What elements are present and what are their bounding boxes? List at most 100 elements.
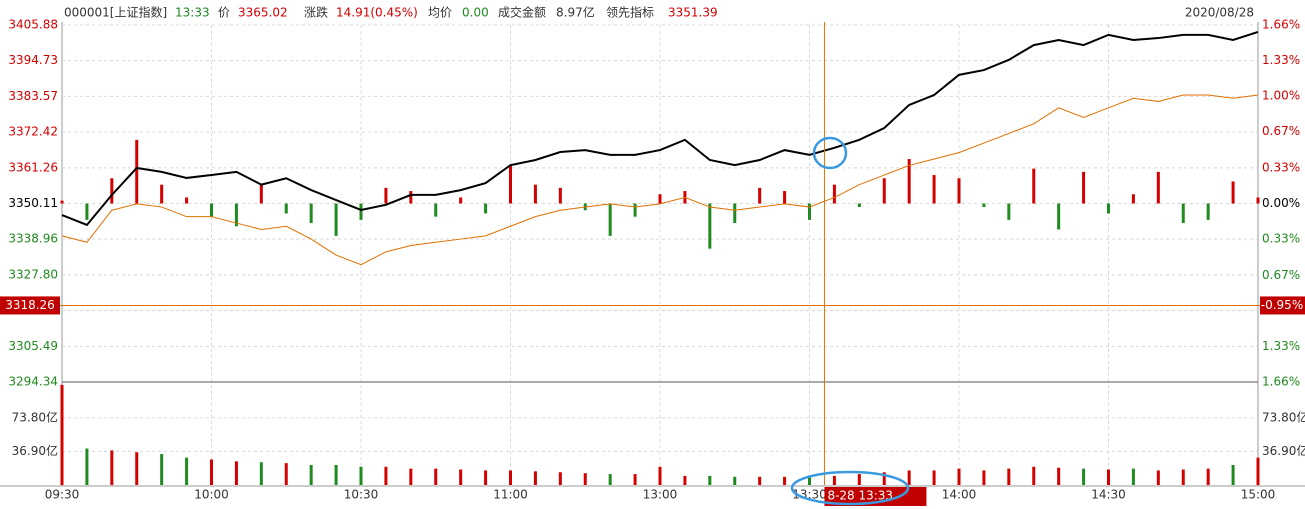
lead-bar: [783, 191, 787, 204]
lead-bar: [484, 203, 488, 214]
lead-bar: [608, 203, 612, 236]
volume-bar: [683, 475, 687, 485]
volume-bar: [509, 470, 512, 485]
y2-tick-label: 0.33%: [1262, 231, 1300, 245]
volume-bar: [85, 448, 89, 485]
y-tick-label: 73.80亿: [12, 409, 58, 424]
lead-bar: [110, 178, 114, 204]
volume-bar: [160, 454, 164, 485]
y2-tick-label: 1.33%: [1262, 339, 1300, 353]
volume-bar: [1032, 466, 1036, 485]
volume-bar: [1156, 470, 1160, 485]
lead-bar: [1206, 203, 1210, 220]
crosshair-label-bg: [824, 487, 927, 506]
lead-bar: [1007, 203, 1011, 220]
lead-bar: [60, 200, 64, 204]
lead-bar: [409, 191, 413, 204]
lead-bar: [932, 175, 936, 204]
volume-bar: [1131, 468, 1135, 485]
lead-bar: [509, 165, 512, 204]
lead-bar: [1032, 168, 1036, 204]
crosshair-label: 8-28 13:33: [827, 489, 893, 503]
volume-bar: [882, 472, 886, 485]
x-tick-label: 13:00: [643, 488, 678, 502]
label: 领先指标: [606, 5, 654, 20]
x-tick-label: 13:30: [792, 488, 827, 502]
y2-tick-label: 1.33%: [1262, 53, 1300, 67]
y-tick-label: 3361.26: [8, 160, 58, 174]
label: 涨跌: [304, 5, 328, 20]
volume-bar: [1181, 469, 1185, 485]
lead-bar: [210, 203, 213, 217]
y-tick-label: 3372.42: [8, 125, 58, 139]
y-tick-label: 3394.73: [8, 53, 58, 67]
lead-bar: [758, 187, 762, 204]
y-tick-label: 3294.34: [8, 375, 58, 389]
volume-bar: [1007, 468, 1011, 485]
label: 成交金额: [498, 5, 546, 20]
volume-bar: [808, 475, 811, 485]
volume-bar: [832, 475, 836, 485]
lead-bar: [434, 203, 438, 217]
x-tick-label: 14:00: [942, 488, 977, 502]
y2-tick-label: 0.67%: [1262, 268, 1300, 282]
lead-bar: [284, 203, 288, 214]
y2-tick-label: 0.33%: [1262, 161, 1300, 175]
volume-bar: [409, 468, 413, 485]
lead-bar: [957, 178, 961, 204]
line: [61, 31, 1259, 227]
lead-bar: [633, 203, 637, 217]
volume-bar: [982, 470, 986, 485]
lead-bar: [1107, 203, 1110, 214]
crosshair-label-bg: [1260, 296, 1305, 315]
volume-bar: [932, 470, 936, 485]
crosshair-label: -0.95%: [1261, 298, 1303, 312]
lead-bar: [309, 203, 313, 224]
volume-bar: [957, 468, 961, 485]
crosshair-label-bg: [0, 296, 60, 315]
volume-bar: [234, 461, 238, 485]
lead-bar: [1057, 203, 1061, 230]
header: 000001[上证指数] 13:33 价 3365.02 涨跌 14.91(0.…: [64, 5, 1254, 20]
x-tick-label: 14:30: [1091, 488, 1126, 502]
lead-bar: [1231, 181, 1235, 204]
volume-bar: [284, 463, 288, 485]
volume-bar: [783, 476, 787, 485]
volume-bar: [135, 452, 139, 485]
volume-bar: [608, 474, 612, 485]
lead-bar: [882, 178, 886, 204]
lead-bar: [85, 203, 89, 220]
lead-bar: [832, 184, 836, 204]
x-tick-label: 10:30: [344, 488, 379, 502]
lead-bar: [234, 203, 238, 227]
y2-tick-label: 1.66%: [1262, 375, 1300, 389]
volume-bar: [334, 464, 338, 485]
volume-bar: [459, 469, 463, 485]
y-tick-label: 3350.11: [8, 196, 58, 210]
y-tick-label: 3338.96: [8, 232, 58, 246]
lead-bar: [708, 203, 712, 249]
lead-bar: [259, 184, 263, 204]
y-tick-label: 3327.80: [8, 267, 58, 281]
plot: 09:30 10:00 10:30 11:00 13:00 13:30 14:00 14:30…: [0, 18, 1305, 506]
label: 均价: [428, 6, 452, 20]
y-tick-label: 3305.49: [8, 339, 58, 353]
volume-bar: [1057, 467, 1061, 485]
volume-bar: [533, 471, 537, 485]
value: 3365.02: [238, 6, 288, 20]
lead-bar: [1156, 171, 1160, 204]
lead-bar: [558, 187, 562, 204]
lead-bar: [857, 203, 861, 208]
lead-bar: [1256, 197, 1260, 204]
volume-bar: [1107, 469, 1110, 485]
lead-bar: [459, 197, 463, 204]
highlight: [812, 136, 848, 170]
x-tick-label: 15:00: [1241, 488, 1276, 502]
volume-bar: [384, 466, 388, 485]
label: 价: [218, 6, 230, 20]
volume-bar: [583, 473, 587, 485]
volume-bar: [1082, 468, 1086, 485]
volume-bar: [558, 472, 562, 485]
